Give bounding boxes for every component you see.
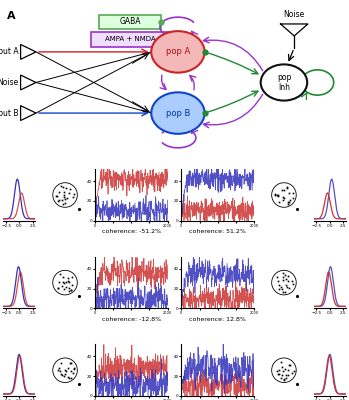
X-axis label: coherence: 12.8%: coherence: 12.8% [190,316,246,322]
X-axis label: coherence: 51.2%: coherence: 51.2% [190,229,246,234]
Text: AMPA + NMDA: AMPA + NMDA [105,36,155,42]
Text: pop
Inh: pop Inh [277,73,291,92]
X-axis label: coherence: -51.2%: coherence: -51.2% [102,229,161,234]
Text: pop B: pop B [166,108,190,118]
Text: Input A: Input A [0,47,19,56]
Circle shape [151,31,205,73]
Text: Noise: Noise [284,10,305,19]
Text: A: A [7,11,16,21]
Text: Noise: Noise [0,78,19,87]
Circle shape [261,64,307,100]
Text: B: B [7,172,15,182]
Circle shape [151,92,205,134]
FancyBboxPatch shape [99,15,161,29]
Text: Input B: Input B [0,108,19,118]
X-axis label: coherence: -12.8%: coherence: -12.8% [102,316,161,322]
Text: GABA: GABA [119,18,141,26]
FancyBboxPatch shape [91,32,169,46]
Text: pop A: pop A [166,47,190,56]
